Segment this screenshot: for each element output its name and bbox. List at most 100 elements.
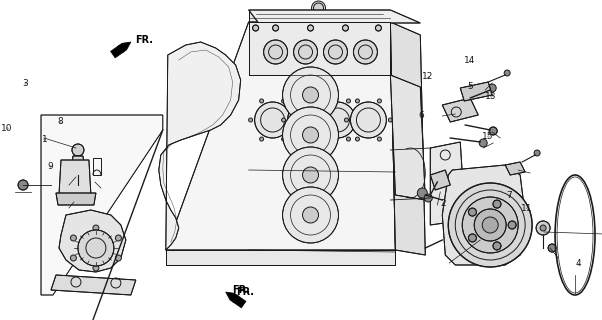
Circle shape <box>282 187 338 243</box>
Polygon shape <box>166 22 396 250</box>
Circle shape <box>264 40 288 64</box>
Circle shape <box>303 207 318 223</box>
Circle shape <box>249 118 253 122</box>
Circle shape <box>353 40 377 64</box>
Circle shape <box>282 107 338 163</box>
Polygon shape <box>111 42 131 58</box>
Circle shape <box>70 255 76 261</box>
Polygon shape <box>249 10 390 22</box>
Circle shape <box>293 118 297 122</box>
Polygon shape <box>59 160 91 195</box>
Polygon shape <box>51 275 136 295</box>
Circle shape <box>116 255 122 261</box>
Circle shape <box>488 84 496 92</box>
Polygon shape <box>41 115 163 295</box>
Circle shape <box>259 137 264 141</box>
Circle shape <box>468 234 476 242</box>
Circle shape <box>417 188 427 198</box>
Circle shape <box>448 183 532 267</box>
Circle shape <box>326 118 329 122</box>
Polygon shape <box>71 156 86 175</box>
Circle shape <box>355 99 359 103</box>
Text: FR.: FR. <box>232 285 250 295</box>
Polygon shape <box>442 165 525 265</box>
Circle shape <box>282 147 338 203</box>
Circle shape <box>377 99 382 103</box>
Circle shape <box>78 230 114 266</box>
Circle shape <box>93 265 99 271</box>
Circle shape <box>493 200 501 208</box>
Circle shape <box>93 225 99 231</box>
Circle shape <box>282 118 285 122</box>
Polygon shape <box>442 98 478 122</box>
Circle shape <box>273 25 279 31</box>
Circle shape <box>548 244 556 252</box>
Circle shape <box>255 102 291 138</box>
Circle shape <box>493 242 501 250</box>
Circle shape <box>355 137 359 141</box>
Circle shape <box>377 137 382 141</box>
Circle shape <box>424 194 432 202</box>
Text: 15: 15 <box>482 132 494 140</box>
Text: 1: 1 <box>42 135 47 144</box>
Circle shape <box>358 118 361 122</box>
Text: 7: 7 <box>506 191 512 200</box>
Circle shape <box>282 137 285 141</box>
Polygon shape <box>461 82 492 101</box>
Circle shape <box>18 180 28 190</box>
Circle shape <box>462 197 518 253</box>
Text: 6: 6 <box>419 111 424 120</box>
Polygon shape <box>390 75 426 200</box>
Text: 11: 11 <box>521 204 533 212</box>
Circle shape <box>314 99 318 103</box>
Circle shape <box>293 137 297 141</box>
Circle shape <box>324 137 329 141</box>
Text: 14: 14 <box>464 56 476 65</box>
Polygon shape <box>249 22 390 75</box>
Text: 12: 12 <box>422 72 433 81</box>
Circle shape <box>504 70 510 76</box>
Circle shape <box>116 235 122 241</box>
Circle shape <box>508 221 516 229</box>
Circle shape <box>303 127 318 143</box>
Circle shape <box>482 217 498 233</box>
Circle shape <box>253 25 259 31</box>
Polygon shape <box>249 10 420 23</box>
Circle shape <box>320 102 355 138</box>
Text: 5: 5 <box>467 82 473 91</box>
Circle shape <box>314 137 318 141</box>
Text: FR.: FR. <box>135 35 153 45</box>
Polygon shape <box>390 22 426 255</box>
Polygon shape <box>430 170 450 190</box>
Circle shape <box>303 167 318 183</box>
Circle shape <box>72 144 84 156</box>
Text: 2: 2 <box>440 199 445 208</box>
Polygon shape <box>430 142 465 225</box>
Circle shape <box>474 209 506 241</box>
Circle shape <box>314 118 317 122</box>
Circle shape <box>74 184 82 192</box>
Text: 13: 13 <box>485 92 497 100</box>
Circle shape <box>282 99 285 103</box>
Circle shape <box>303 87 318 103</box>
Circle shape <box>308 25 314 31</box>
Polygon shape <box>505 162 525 175</box>
Circle shape <box>293 99 297 103</box>
Circle shape <box>468 208 476 216</box>
Text: 10: 10 <box>1 124 13 132</box>
Circle shape <box>540 225 546 231</box>
Text: FR.: FR. <box>235 287 253 297</box>
Text: 4: 4 <box>575 260 581 268</box>
Polygon shape <box>56 193 96 205</box>
Circle shape <box>489 127 497 135</box>
Circle shape <box>288 102 323 138</box>
Circle shape <box>344 118 349 122</box>
Circle shape <box>534 150 540 156</box>
Ellipse shape <box>69 197 87 203</box>
Circle shape <box>350 102 386 138</box>
Polygon shape <box>159 42 241 250</box>
Polygon shape <box>166 250 396 265</box>
Circle shape <box>324 99 329 103</box>
Circle shape <box>479 139 487 147</box>
Circle shape <box>347 137 350 141</box>
